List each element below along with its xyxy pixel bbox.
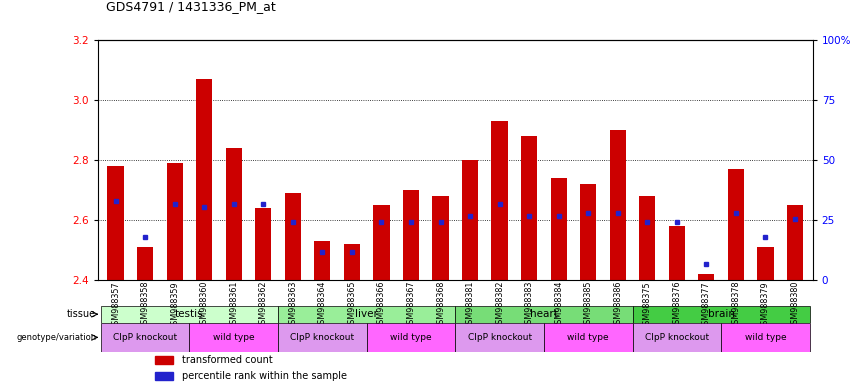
Text: GDS4791 / 1431336_PM_at: GDS4791 / 1431336_PM_at xyxy=(106,0,276,13)
Bar xyxy=(728,169,744,280)
Text: percentile rank within the sample: percentile rank within the sample xyxy=(182,371,347,381)
Text: GSM988362: GSM988362 xyxy=(259,281,268,329)
Text: tissue: tissue xyxy=(67,309,96,319)
Text: GSM988386: GSM988386 xyxy=(614,281,622,329)
Text: GSM988366: GSM988366 xyxy=(377,281,386,329)
Text: GSM988385: GSM988385 xyxy=(584,281,592,329)
Bar xyxy=(787,205,803,280)
Bar xyxy=(544,323,632,352)
Text: GSM988381: GSM988381 xyxy=(465,281,475,329)
Text: GSM988384: GSM988384 xyxy=(554,281,563,329)
Bar xyxy=(285,193,301,280)
Text: GSM988383: GSM988383 xyxy=(524,281,534,329)
Bar xyxy=(521,136,537,280)
Bar xyxy=(455,306,632,323)
Text: GSM988375: GSM988375 xyxy=(643,281,652,329)
Bar xyxy=(639,196,655,280)
Text: GSM988365: GSM988365 xyxy=(347,281,357,329)
Bar xyxy=(669,226,685,280)
Bar xyxy=(190,323,278,352)
Bar xyxy=(278,323,367,352)
Text: ClpP knockout: ClpP knockout xyxy=(645,333,709,342)
Bar xyxy=(632,306,810,323)
Text: GSM988379: GSM988379 xyxy=(761,281,770,329)
Text: heart: heart xyxy=(530,309,558,319)
Bar xyxy=(167,163,183,280)
Bar xyxy=(462,160,478,280)
Bar xyxy=(580,184,597,280)
Bar xyxy=(137,247,153,280)
Text: GSM988364: GSM988364 xyxy=(318,281,327,329)
Bar xyxy=(374,205,390,280)
Text: wild type: wild type xyxy=(213,333,254,342)
Bar xyxy=(226,148,242,280)
Text: GSM988358: GSM988358 xyxy=(140,281,150,329)
Bar xyxy=(551,178,567,280)
Bar xyxy=(196,79,213,280)
Bar xyxy=(155,356,173,364)
Text: wild type: wild type xyxy=(568,333,609,342)
Text: ClpP knockout: ClpP knockout xyxy=(467,333,532,342)
Bar xyxy=(107,166,123,280)
Text: transformed count: transformed count xyxy=(182,355,273,365)
Bar xyxy=(432,196,448,280)
Text: GSM988363: GSM988363 xyxy=(288,281,297,329)
Text: GSM988361: GSM988361 xyxy=(229,281,238,329)
Bar xyxy=(757,247,774,280)
Text: wild type: wild type xyxy=(390,333,431,342)
Bar xyxy=(492,121,508,280)
Text: GSM988357: GSM988357 xyxy=(111,281,120,329)
Bar xyxy=(698,274,715,280)
Bar xyxy=(721,323,810,352)
Bar xyxy=(255,208,271,280)
Bar xyxy=(367,323,455,352)
Text: GSM988359: GSM988359 xyxy=(170,281,180,329)
Text: ClpP knockout: ClpP knockout xyxy=(113,333,177,342)
Text: liver: liver xyxy=(355,309,378,319)
Text: GSM988368: GSM988368 xyxy=(436,281,445,329)
Text: GSM988376: GSM988376 xyxy=(672,281,682,329)
Bar xyxy=(455,323,544,352)
Text: GSM988360: GSM988360 xyxy=(200,281,208,329)
Text: GSM988377: GSM988377 xyxy=(702,281,711,329)
Text: testis: testis xyxy=(175,309,203,319)
Text: wild type: wild type xyxy=(745,333,786,342)
Text: genotype/variation: genotype/variation xyxy=(16,333,96,342)
Bar xyxy=(632,323,721,352)
Text: GSM988382: GSM988382 xyxy=(495,281,504,329)
Bar xyxy=(100,323,190,352)
Bar xyxy=(100,306,278,323)
Text: GSM988367: GSM988367 xyxy=(407,281,415,329)
Text: GSM988378: GSM988378 xyxy=(731,281,740,329)
Bar xyxy=(403,190,419,280)
Text: ClpP knockout: ClpP knockout xyxy=(290,333,354,342)
Bar xyxy=(155,372,173,380)
Bar xyxy=(609,130,625,280)
Text: GSM988380: GSM988380 xyxy=(791,281,799,329)
Bar xyxy=(314,241,330,280)
Bar xyxy=(278,306,455,323)
Bar xyxy=(344,244,360,280)
Text: brain: brain xyxy=(708,309,734,319)
